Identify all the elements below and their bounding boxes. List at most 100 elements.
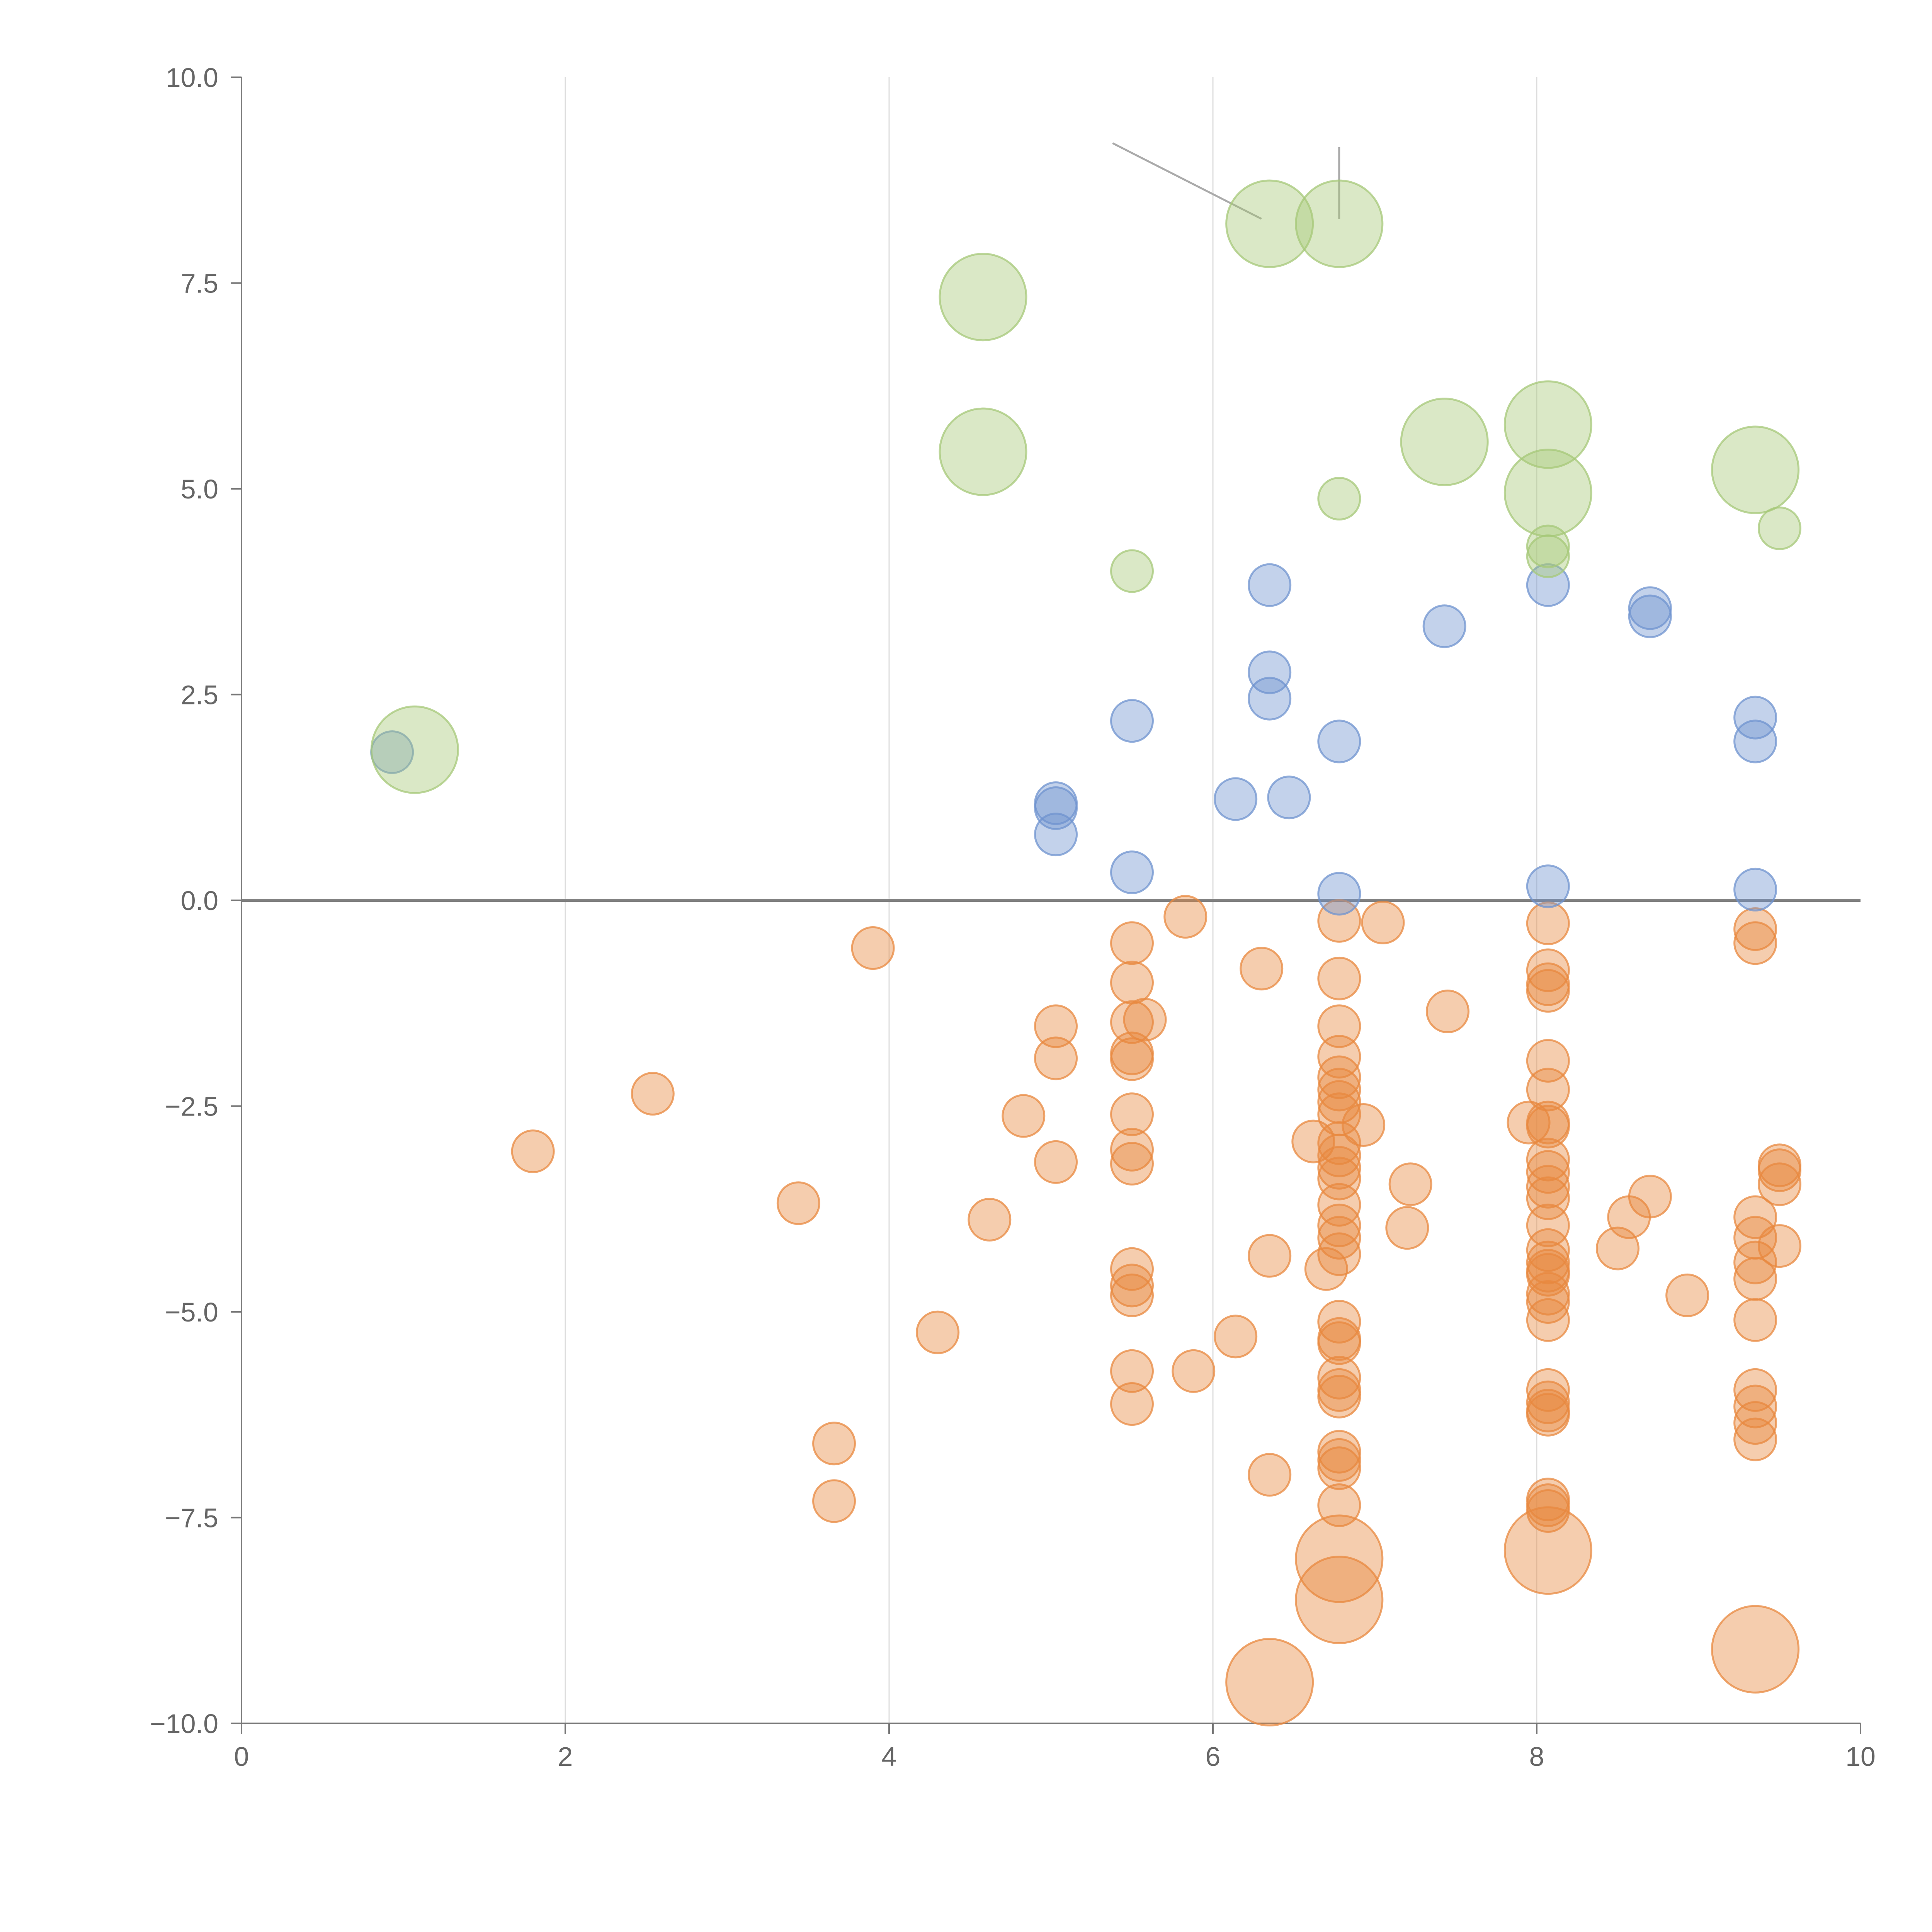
bubble-blue (1526, 864, 1570, 908)
bubble-orange (1248, 1453, 1292, 1497)
bubble-blue (1110, 850, 1154, 895)
bubble-green (1110, 549, 1154, 593)
bubble-orange (1317, 1374, 1361, 1418)
bubble-orange (1225, 1638, 1314, 1726)
bubble-blue (1034, 813, 1078, 857)
bubble-orange (1317, 1321, 1361, 1365)
bubble-blue (1267, 776, 1311, 820)
x-tick-label: 10 (1845, 1742, 1876, 1772)
bubble-orange (1295, 1556, 1384, 1644)
bubble-orange (1240, 947, 1284, 991)
bubble-orange (1317, 1121, 1361, 1165)
bubble-orange (1385, 1206, 1429, 1250)
bubble-orange (1295, 1514, 1384, 1603)
x-tick-label: 6 (1206, 1742, 1221, 1772)
bubble-orange (1526, 1105, 1570, 1149)
bubble-orange (1526, 1176, 1570, 1220)
y-tick-label: −2.5 (165, 1092, 218, 1122)
bubble-orange (916, 1310, 960, 1354)
x-tick-label: 0 (234, 1742, 249, 1772)
bubble-orange (1733, 1384, 1777, 1429)
bubble-orange (1110, 1000, 1154, 1044)
bubble-orange (1317, 956, 1361, 1000)
bubble-orange (1163, 895, 1208, 939)
bubble-orange (812, 1479, 856, 1523)
bubble-green (1526, 534, 1570, 578)
bubble-orange (1110, 1037, 1154, 1081)
bubble-orange (1110, 1128, 1154, 1172)
bubble-orange (1110, 921, 1154, 965)
bubble-blue (1317, 872, 1361, 916)
bubble-orange (1361, 901, 1405, 945)
bubble-green (1225, 179, 1314, 268)
bubble-blue (1733, 867, 1777, 912)
bubble-orange (1342, 1103, 1386, 1147)
bubble-orange (851, 926, 895, 970)
bubble-blue (1317, 719, 1361, 764)
bubble-orange (1123, 998, 1167, 1042)
y-tick-label: −5.0 (165, 1297, 218, 1327)
bubble-blue (1214, 777, 1258, 821)
points-layer (370, 179, 1801, 1726)
bubble-orange (1034, 1036, 1078, 1080)
bubble-orange (1628, 1175, 1672, 1219)
bubble-orange (1526, 969, 1570, 1013)
bubble-orange (1317, 1146, 1361, 1190)
bubble-orange (1317, 1068, 1361, 1112)
bubble-orange (1248, 1234, 1292, 1278)
bubble-orange (1317, 1004, 1361, 1048)
y-tick-label: 7.5 (181, 269, 218, 299)
bubble-blue (1248, 563, 1292, 607)
bubble-orange (1110, 1349, 1154, 1393)
bubble-orange (511, 1129, 555, 1173)
bubble-green (1295, 179, 1384, 268)
bubble-orange (1214, 1315, 1258, 1359)
bubble-orange (1526, 1253, 1570, 1297)
bubble-orange (1507, 1100, 1551, 1145)
bubble-orange (1110, 1142, 1154, 1186)
bubble-orange (1526, 1298, 1570, 1342)
bubble-orange (1002, 1094, 1046, 1138)
bubble-blue (1733, 719, 1777, 764)
bubble-orange (1526, 1150, 1570, 1194)
bubble-orange (1733, 907, 1777, 951)
bubble-orange (1110, 1264, 1154, 1308)
x-tick-label: 4 (882, 1742, 897, 1772)
y-tick-label: 0.0 (181, 886, 218, 916)
bubble-orange (1526, 1393, 1570, 1437)
bubble-blue (1422, 604, 1466, 648)
bubble-orange (1317, 1156, 1361, 1201)
bubble-green (1758, 506, 1801, 550)
bubble-orange (1291, 1119, 1335, 1163)
bubble-orange (1733, 921, 1777, 965)
bubble-orange (776, 1181, 820, 1225)
bubble-orange (1758, 1148, 1801, 1192)
bubble-orange (1034, 1004, 1078, 1048)
bubble-orange (1110, 1092, 1154, 1136)
bubble-orange (1388, 1162, 1432, 1206)
bubble-blue (1034, 786, 1078, 830)
bubble-orange (1733, 1298, 1777, 1342)
axes-layer (231, 77, 1861, 1734)
bubble-green (1400, 398, 1489, 486)
bubble-orange (1526, 1489, 1570, 1533)
bubble-orange (631, 1072, 675, 1116)
tick-labels-layer: 0 2 4 6 8 10 10.0 7.5 5.0 2.5 0.0 −2.5 −5.0 −7.5 −10.0 (150, 63, 1876, 1772)
bubble-orange (968, 1197, 1012, 1242)
bubble-green (1317, 477, 1361, 521)
bubble-green (1503, 449, 1592, 537)
bubble-orange (1526, 901, 1570, 946)
y-tick-label: −10.0 (150, 1709, 218, 1739)
bubble-green (370, 705, 459, 794)
bubble-orange (1110, 1273, 1154, 1317)
bubble-blue (1628, 594, 1672, 638)
bubble-orange (1317, 899, 1361, 943)
bubble-blue (1733, 696, 1777, 740)
bubble-orange (1317, 1232, 1361, 1276)
bubble-orange (1733, 1417, 1777, 1461)
bubble-green (1526, 524, 1570, 568)
bubble-orange (1034, 1140, 1078, 1184)
bubble-blue (1248, 650, 1292, 694)
